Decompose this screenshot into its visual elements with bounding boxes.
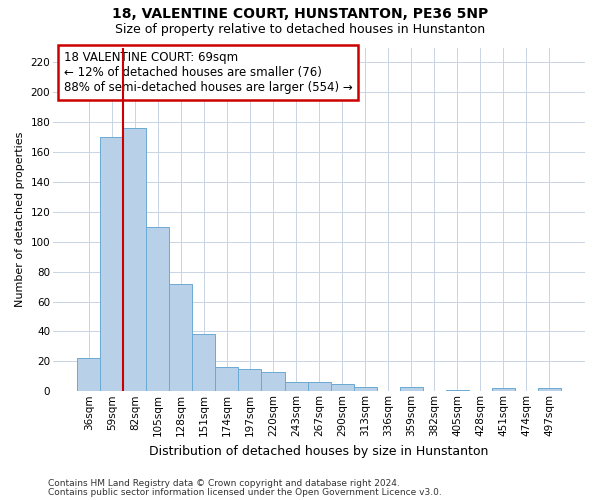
Bar [538,388,561,392]
Bar [100,137,124,392]
Bar [353,387,377,392]
Bar [284,382,308,392]
Bar [446,390,469,392]
Bar [262,372,284,392]
Text: Contains HM Land Registry data © Crown copyright and database right 2024.: Contains HM Land Registry data © Crown c… [48,479,400,488]
Bar [215,368,238,392]
Bar [77,358,100,392]
Bar [169,284,193,392]
Text: 18 VALENTINE COURT: 69sqm
← 12% of detached houses are smaller (76)
88% of semi-: 18 VALENTINE COURT: 69sqm ← 12% of detac… [64,51,352,94]
X-axis label: Distribution of detached houses by size in Hunstanton: Distribution of detached houses by size … [149,444,489,458]
Bar [124,128,146,392]
Bar [193,334,215,392]
Bar [308,382,331,392]
Text: 18, VALENTINE COURT, HUNSTANTON, PE36 5NP: 18, VALENTINE COURT, HUNSTANTON, PE36 5N… [112,8,488,22]
Bar [400,387,422,392]
Bar [492,388,515,392]
Text: Contains public sector information licensed under the Open Government Licence v3: Contains public sector information licen… [48,488,442,497]
Y-axis label: Number of detached properties: Number of detached properties [15,132,25,307]
Bar [238,369,262,392]
Bar [331,384,353,392]
Bar [146,227,169,392]
Text: Size of property relative to detached houses in Hunstanton: Size of property relative to detached ho… [115,22,485,36]
